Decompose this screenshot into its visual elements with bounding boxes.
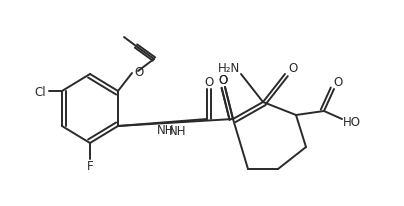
Text: H₂N: H₂N [218,61,240,74]
Text: O: O [204,75,214,88]
Text: O: O [288,61,298,74]
Text: F: F [87,160,93,173]
Text: NH: NH [157,123,174,136]
Text: O: O [135,66,144,79]
Text: Cl: Cl [34,85,46,98]
Text: NH: NH [169,124,186,137]
Text: O: O [219,73,227,86]
Text: O: O [333,76,343,89]
Text: HO: HO [343,116,361,129]
Text: O: O [219,73,227,86]
